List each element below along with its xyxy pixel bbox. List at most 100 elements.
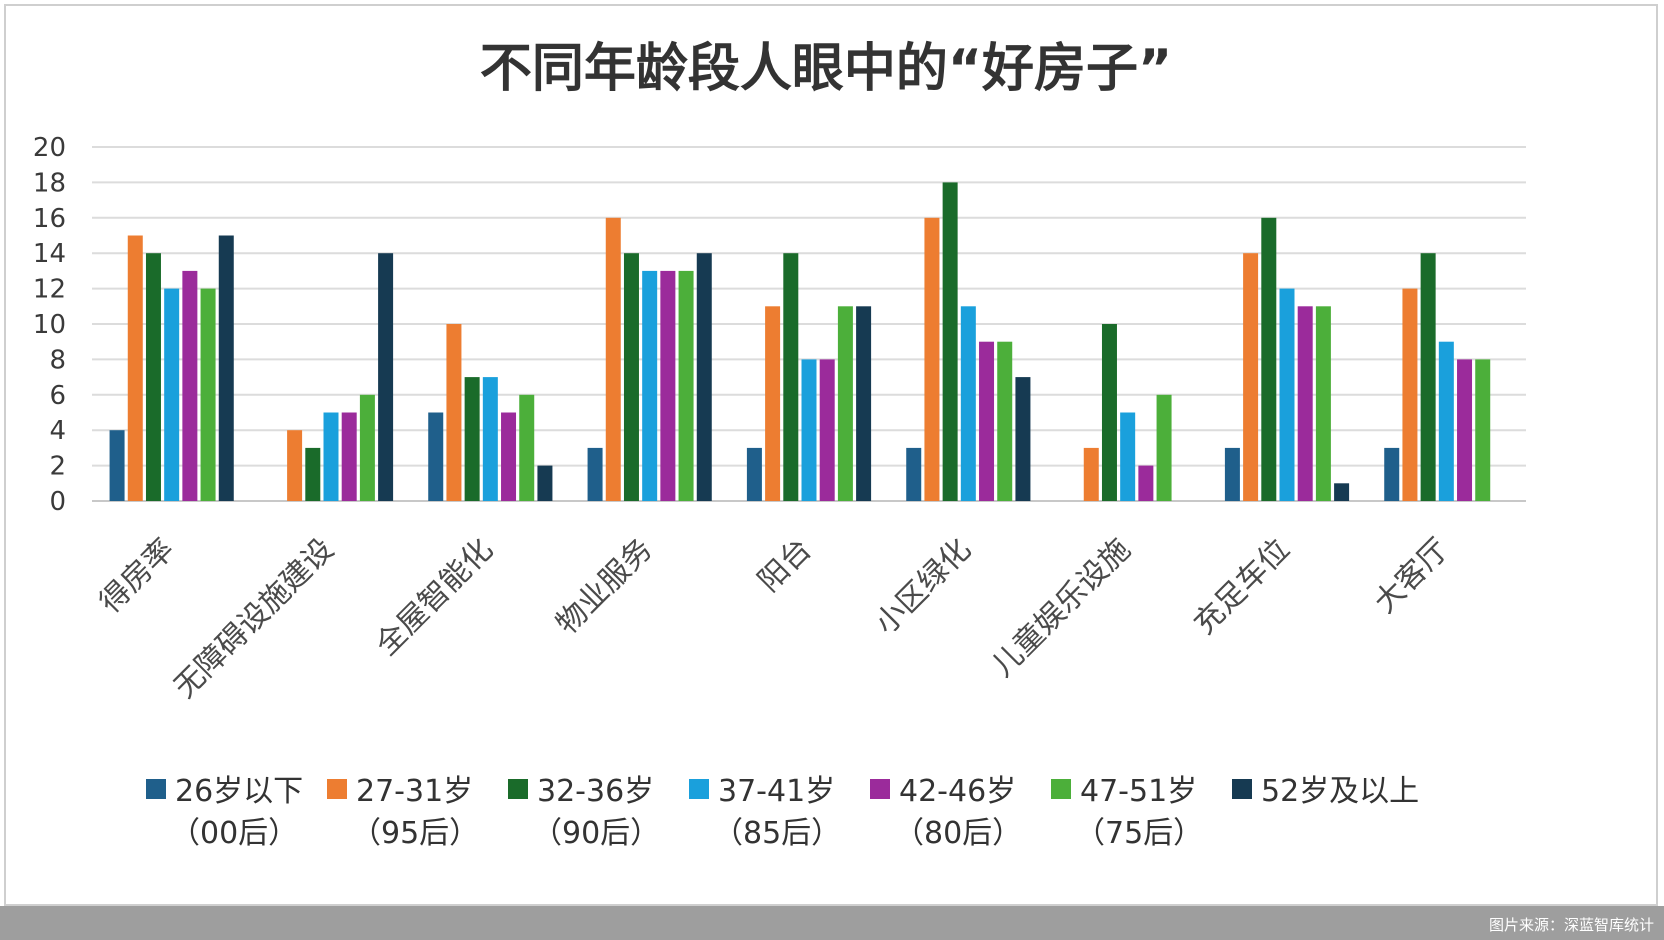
x-tick-label: 得房率 — [93, 532, 181, 620]
bar — [819, 359, 835, 501]
bar — [1083, 447, 1099, 501]
y-tick-label: 18 — [33, 168, 66, 198]
bar — [109, 430, 125, 501]
legend-swatch — [1232, 779, 1252, 799]
bar — [1156, 394, 1172, 501]
legend-label: 26岁以下 — [175, 774, 303, 809]
bar — [960, 306, 976, 501]
bar — [1315, 306, 1331, 501]
y-tick-label: 10 — [33, 310, 66, 340]
source-credit: 图片来源：深蓝智库统计 — [1488, 916, 1654, 934]
bar — [605, 217, 621, 502]
legend-label: 27-31岁 — [356, 774, 473, 809]
y-tick-label: 4 — [49, 416, 66, 446]
bar — [924, 217, 940, 502]
y-tick-label: 2 — [49, 452, 66, 482]
bar — [997, 341, 1013, 501]
legend-swatch — [508, 779, 528, 799]
bar — [145, 253, 161, 501]
bar — [464, 377, 480, 501]
bar — [837, 306, 853, 501]
bar — [942, 182, 958, 501]
bar — [979, 341, 995, 501]
x-tick-label: 儿童娱乐设施 — [985, 532, 1137, 684]
legend-sublabel: （00后） — [170, 816, 298, 851]
bar — [1261, 217, 1277, 502]
bar — [305, 447, 321, 501]
bar — [623, 253, 639, 501]
bar — [428, 412, 444, 501]
legend-label: 47-51岁 — [1080, 774, 1197, 809]
bar — [1224, 447, 1240, 501]
bar — [1279, 288, 1295, 501]
y-tick-label: 20 — [33, 133, 66, 163]
bar — [1438, 341, 1454, 501]
bar — [765, 306, 781, 501]
bar — [1475, 359, 1491, 501]
bar — [696, 253, 712, 501]
y-tick-label: 12 — [33, 275, 66, 305]
y-tick-label: 6 — [49, 381, 66, 411]
bar — [1334, 483, 1350, 501]
legend-swatch — [146, 779, 166, 799]
legend: 26岁以下 （00后） 27-31岁 （95后） 32-36岁 （90后） 37-41岁 （8… — [146, 774, 1419, 851]
bar — [1402, 288, 1418, 501]
legend-swatch — [1051, 779, 1071, 799]
legend-swatch — [870, 779, 890, 799]
bar — [218, 235, 234, 501]
bar — [587, 447, 603, 501]
y-tick-label: 14 — [33, 239, 66, 269]
y-tick-label: 8 — [49, 345, 66, 375]
x-tick-label: 物业服务 — [550, 532, 660, 642]
x-tick-label: 充足车位 — [1187, 532, 1297, 642]
bar — [1120, 412, 1136, 501]
bar — [801, 359, 817, 501]
chart-frame: 不同年龄段人眼中的“好房子” 0 2 4 6 8 10 12 14 16 18 20 得房率 无障碍设… — [4, 4, 1658, 906]
bar — [660, 270, 676, 501]
x-tick-label: 大客厅 — [1368, 532, 1456, 620]
bar — [746, 447, 762, 501]
legend-sublabel: （95后） — [351, 816, 479, 851]
legend-sublabel: （75后） — [1075, 816, 1203, 851]
bar — [287, 430, 303, 501]
bar — [642, 270, 658, 501]
bar — [856, 306, 872, 501]
bar — [1297, 306, 1313, 501]
legend-label: 42-46岁 — [899, 774, 1016, 809]
x-tick-label: 全屋智能化 — [369, 532, 500, 663]
bar — [1384, 447, 1400, 501]
bar — [1457, 359, 1473, 501]
bar-chart: 不同年龄段人眼中的“好房子” 0 2 4 6 8 10 12 14 16 18 20 得房率无障碍设… — [33, 39, 1526, 851]
footer-bar: 图片来源：深蓝智库统计 — [0, 906, 1664, 940]
bar — [482, 377, 498, 501]
bar-series — [109, 182, 1491, 502]
legend-label: 32-36岁 — [537, 774, 654, 809]
bar — [323, 412, 339, 501]
y-tick-label: 16 — [33, 204, 66, 234]
legend-sublabel: （85后） — [713, 816, 841, 851]
bar — [906, 447, 922, 501]
bar — [127, 235, 143, 501]
x-tick-label: 阳台 — [751, 532, 818, 599]
legend-label: 37-41岁 — [718, 774, 835, 809]
bar — [678, 270, 694, 501]
bar — [378, 253, 394, 501]
bar — [1015, 377, 1031, 501]
y-tick-label: 0 — [49, 487, 66, 517]
bar — [501, 412, 517, 501]
legend-swatch — [327, 779, 347, 799]
chart-title: 不同年龄段人眼中的“好房子” — [480, 39, 1172, 99]
y-axis: 0 2 4 6 8 10 12 14 16 18 20 — [33, 133, 66, 517]
bar — [1420, 253, 1436, 501]
bar — [1243, 253, 1259, 501]
bar — [182, 270, 198, 501]
x-tick-label: 无障碍设施建设 — [167, 532, 340, 705]
legend-label: 52岁及以上 — [1261, 774, 1419, 809]
bar — [1138, 465, 1154, 501]
legend-swatch — [689, 779, 709, 799]
bar — [446, 324, 462, 501]
bar — [359, 394, 375, 501]
legend-sublabel: （80后） — [894, 816, 1022, 851]
bar — [164, 288, 180, 501]
